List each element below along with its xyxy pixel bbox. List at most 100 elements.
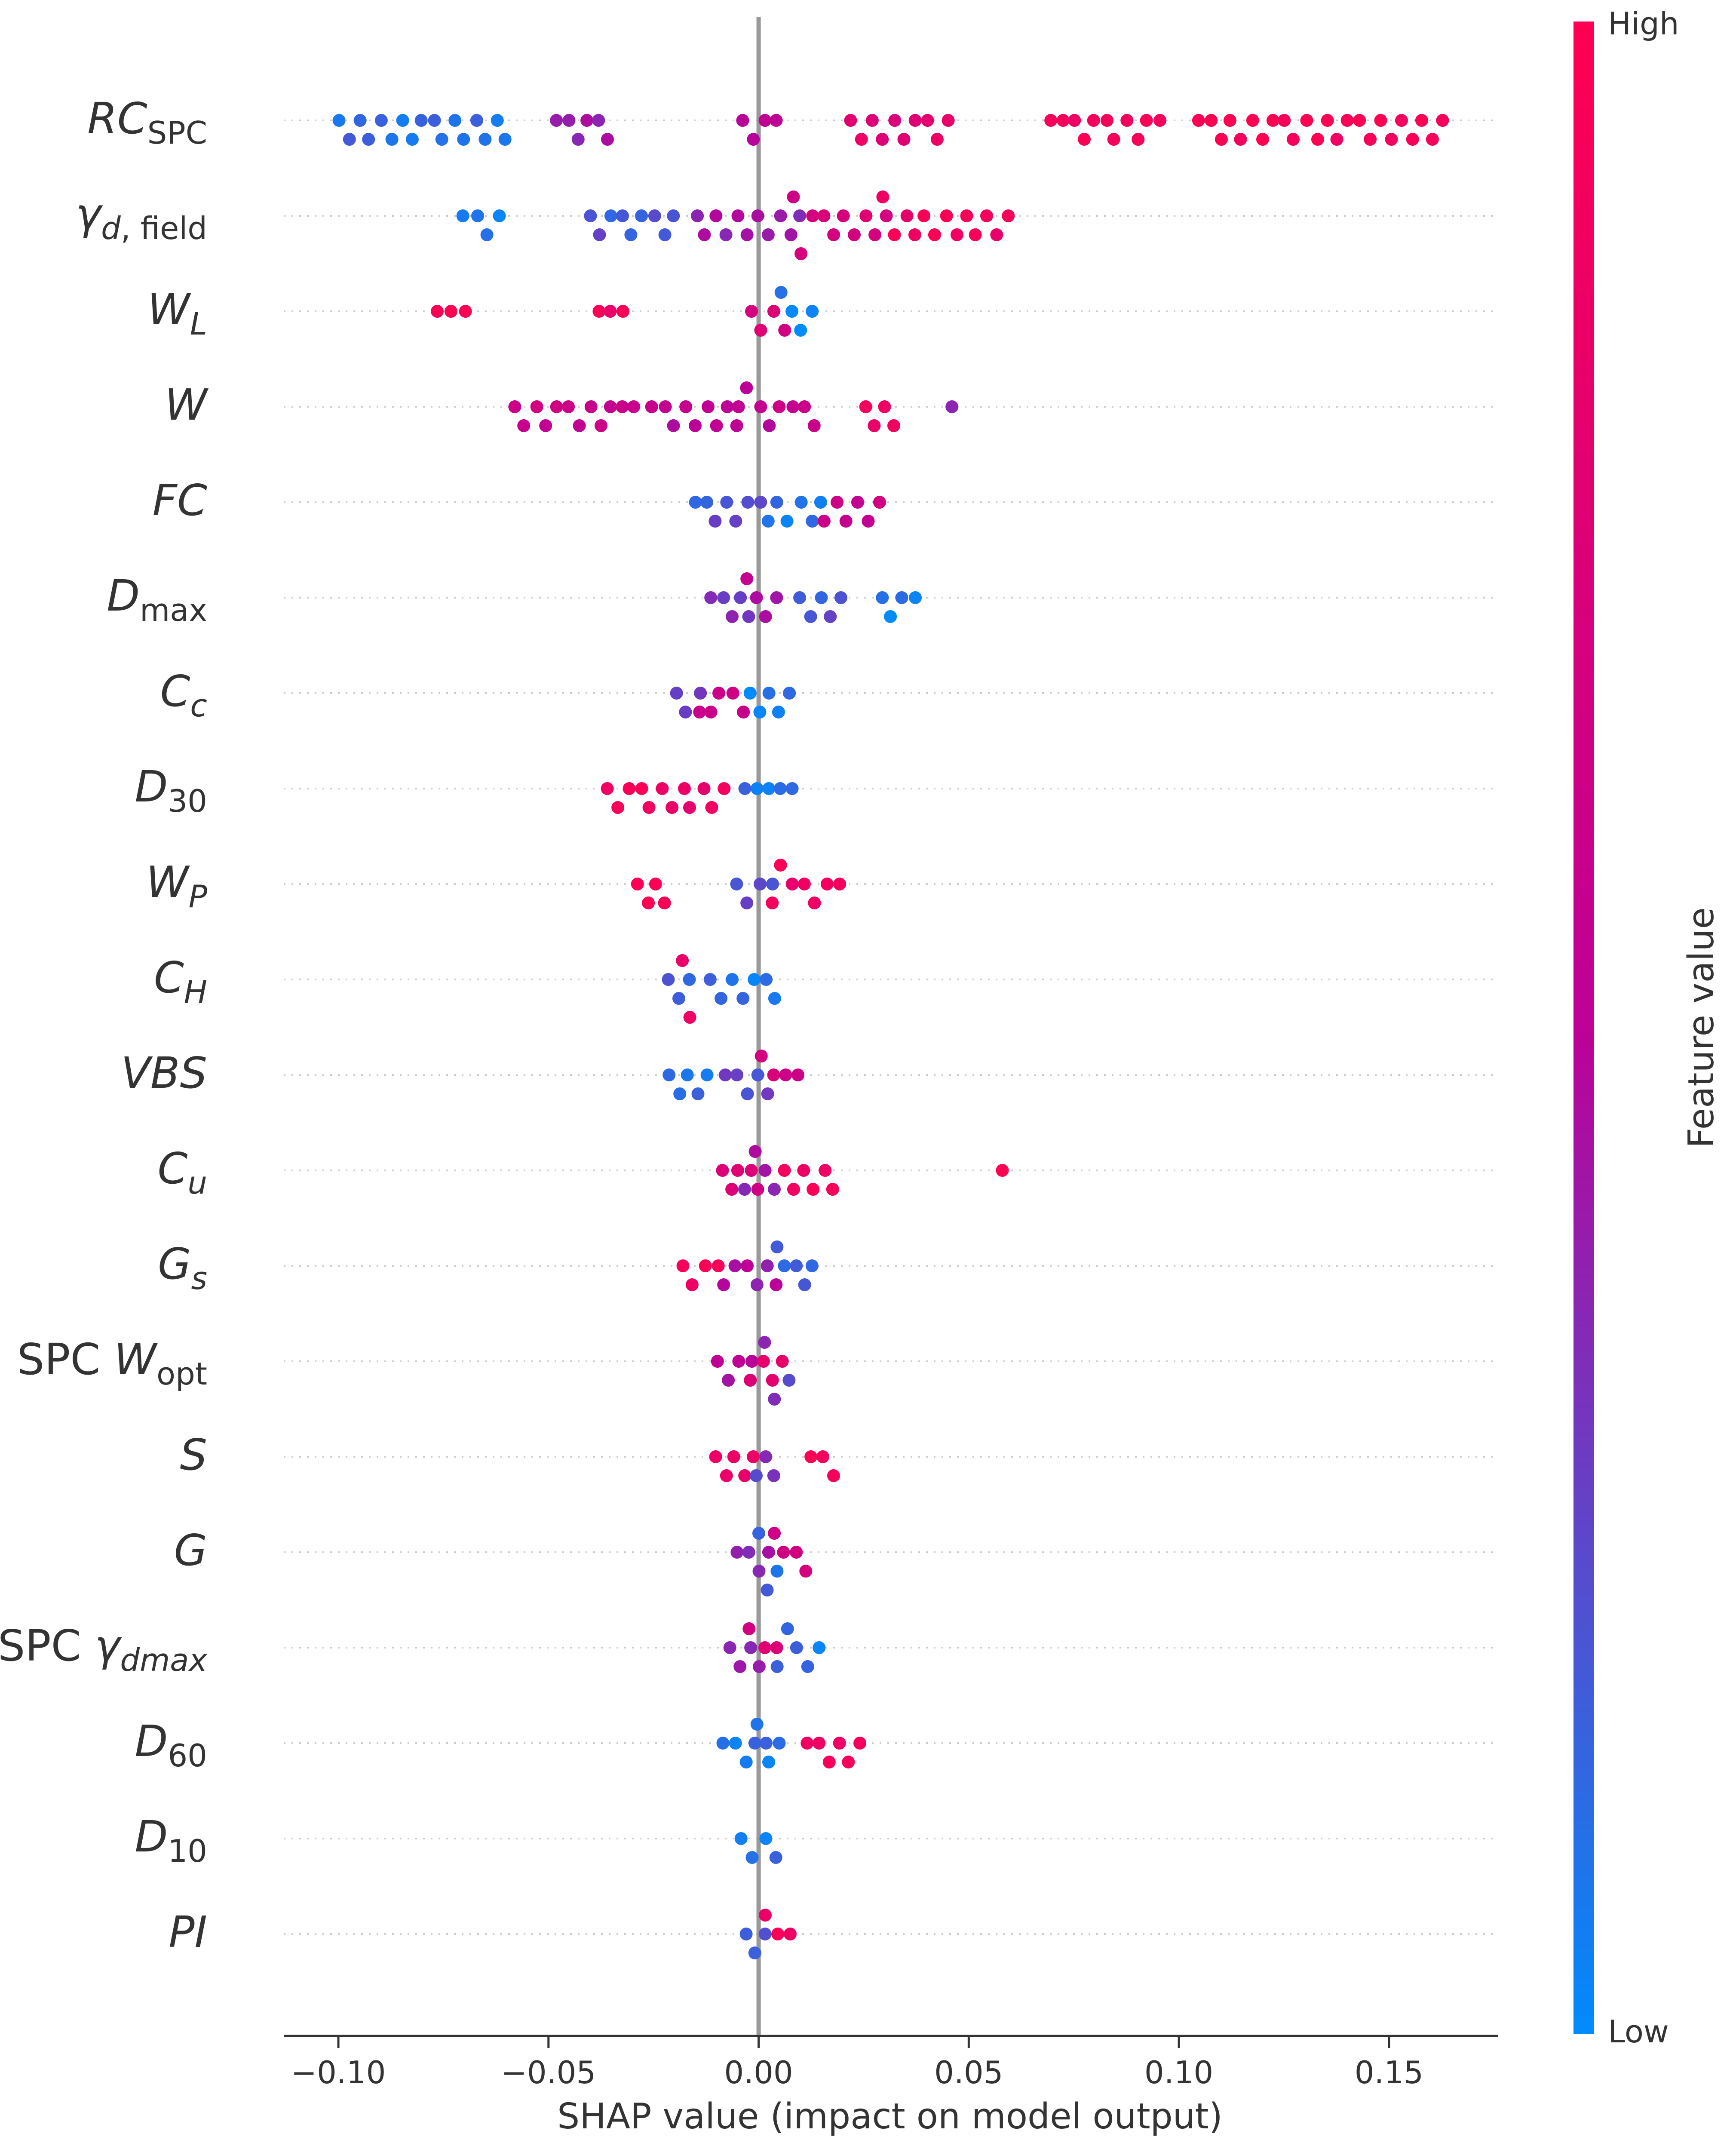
shap-dot bbox=[842, 1756, 855, 1768]
shap-dot bbox=[678, 782, 691, 795]
shap-dot bbox=[750, 1469, 763, 1482]
shap-dot bbox=[815, 591, 828, 604]
shap-dot bbox=[799, 1565, 813, 1578]
shap-dot bbox=[508, 400, 521, 413]
shap-dot bbox=[719, 1068, 732, 1081]
row-gridlines bbox=[284, 120, 1498, 1935]
shap-dot bbox=[900, 209, 914, 222]
shap-dot bbox=[767, 1469, 780, 1482]
shap-dot bbox=[667, 209, 680, 222]
shap-dot bbox=[745, 1164, 758, 1177]
feature-label: SPC Wopt bbox=[17, 1334, 207, 1392]
shap-dot bbox=[801, 1660, 814, 1673]
shap-dot bbox=[1215, 133, 1228, 146]
shap-dot bbox=[996, 1164, 1009, 1177]
shap-dot bbox=[909, 591, 922, 604]
shap-dot bbox=[1234, 133, 1247, 146]
shap-dot bbox=[1101, 114, 1113, 127]
shap-dot bbox=[1364, 133, 1377, 146]
shap-dot bbox=[683, 801, 696, 814]
shap-dot bbox=[751, 1183, 764, 1196]
shap-dot bbox=[774, 286, 788, 299]
shap-dot bbox=[794, 324, 807, 337]
shap-dot bbox=[480, 228, 494, 241]
shap-dot bbox=[859, 209, 873, 222]
shap-dot bbox=[709, 515, 722, 528]
shap-dot bbox=[754, 878, 767, 890]
shap-dot bbox=[980, 209, 993, 222]
shap-dot bbox=[960, 209, 973, 222]
shap-dot bbox=[642, 896, 655, 909]
shap-dot bbox=[716, 1164, 729, 1177]
shap-dot bbox=[732, 1355, 745, 1368]
shap-dot bbox=[595, 419, 607, 432]
shap-dot bbox=[642, 801, 656, 814]
shap-dot bbox=[712, 1259, 725, 1272]
shap-dot bbox=[741, 1087, 754, 1100]
shap-dot bbox=[759, 610, 772, 623]
shap-dot bbox=[730, 419, 743, 432]
shap-dot bbox=[868, 228, 882, 241]
shap-dot bbox=[1321, 114, 1334, 127]
shap-dot bbox=[794, 496, 808, 509]
shap-dot bbox=[704, 706, 718, 718]
x-tick-label: 0.15 bbox=[1355, 2054, 1423, 2091]
shap-dot bbox=[770, 1565, 784, 1578]
shap-dot bbox=[1120, 114, 1134, 127]
shap-dot bbox=[685, 1278, 699, 1291]
shap-dot bbox=[722, 1374, 735, 1387]
shap-dot bbox=[859, 400, 872, 413]
colorbar bbox=[1573, 21, 1594, 2034]
shap-dot bbox=[729, 515, 742, 528]
shap-dot bbox=[740, 572, 754, 585]
shap-dot bbox=[761, 1087, 774, 1100]
shap-dot bbox=[704, 591, 718, 604]
shap-dot bbox=[738, 1469, 751, 1482]
shap-dot bbox=[719, 228, 733, 241]
shap-dot bbox=[498, 133, 512, 146]
feature-label: Cc bbox=[160, 666, 207, 724]
shap-dot bbox=[604, 209, 617, 222]
shap-dot bbox=[470, 114, 483, 127]
shap-dot bbox=[862, 515, 875, 528]
shap-dot bbox=[1002, 209, 1015, 222]
shap-dot bbox=[761, 228, 775, 241]
shap-dot bbox=[662, 973, 675, 986]
shap-dot bbox=[683, 1011, 696, 1024]
shap-dot bbox=[645, 400, 658, 413]
shap-dot bbox=[766, 878, 779, 890]
shap-dot bbox=[876, 133, 889, 146]
shap-dot bbox=[627, 400, 640, 413]
shap-dot bbox=[776, 1355, 789, 1368]
feature-label: WL bbox=[147, 284, 207, 342]
shap-dot bbox=[774, 859, 787, 872]
shap-dot bbox=[736, 992, 750, 1005]
shap-dot bbox=[741, 1259, 754, 1272]
feature-label: RCSPC bbox=[87, 93, 207, 151]
shap-dot bbox=[790, 1259, 803, 1272]
shap-dot bbox=[793, 209, 807, 222]
shap-dot bbox=[456, 209, 469, 222]
shap-dot bbox=[539, 419, 552, 432]
shap-dot bbox=[723, 1641, 736, 1654]
shap-dot bbox=[1300, 114, 1313, 127]
shap-dot bbox=[670, 687, 683, 700]
shap-dot bbox=[459, 305, 472, 318]
shap-dot bbox=[805, 1259, 819, 1272]
shap-dot bbox=[853, 1737, 867, 1750]
shap-dot bbox=[604, 305, 617, 318]
shap-dot bbox=[808, 896, 821, 909]
shap-dot bbox=[732, 400, 745, 413]
shap-dot bbox=[798, 400, 811, 413]
shap-dot bbox=[374, 114, 388, 127]
shap-dot bbox=[592, 114, 605, 127]
feature-label: γd, field bbox=[76, 189, 207, 246]
shap-dot bbox=[1192, 114, 1205, 127]
shap-dot bbox=[819, 1164, 832, 1177]
shap-dot bbox=[745, 305, 758, 318]
shap-dot bbox=[743, 687, 757, 700]
feature-label: D30 bbox=[135, 761, 207, 819]
shap-dot bbox=[731, 209, 745, 222]
shap-dot bbox=[781, 1622, 794, 1635]
shap-dot bbox=[748, 1145, 762, 1158]
